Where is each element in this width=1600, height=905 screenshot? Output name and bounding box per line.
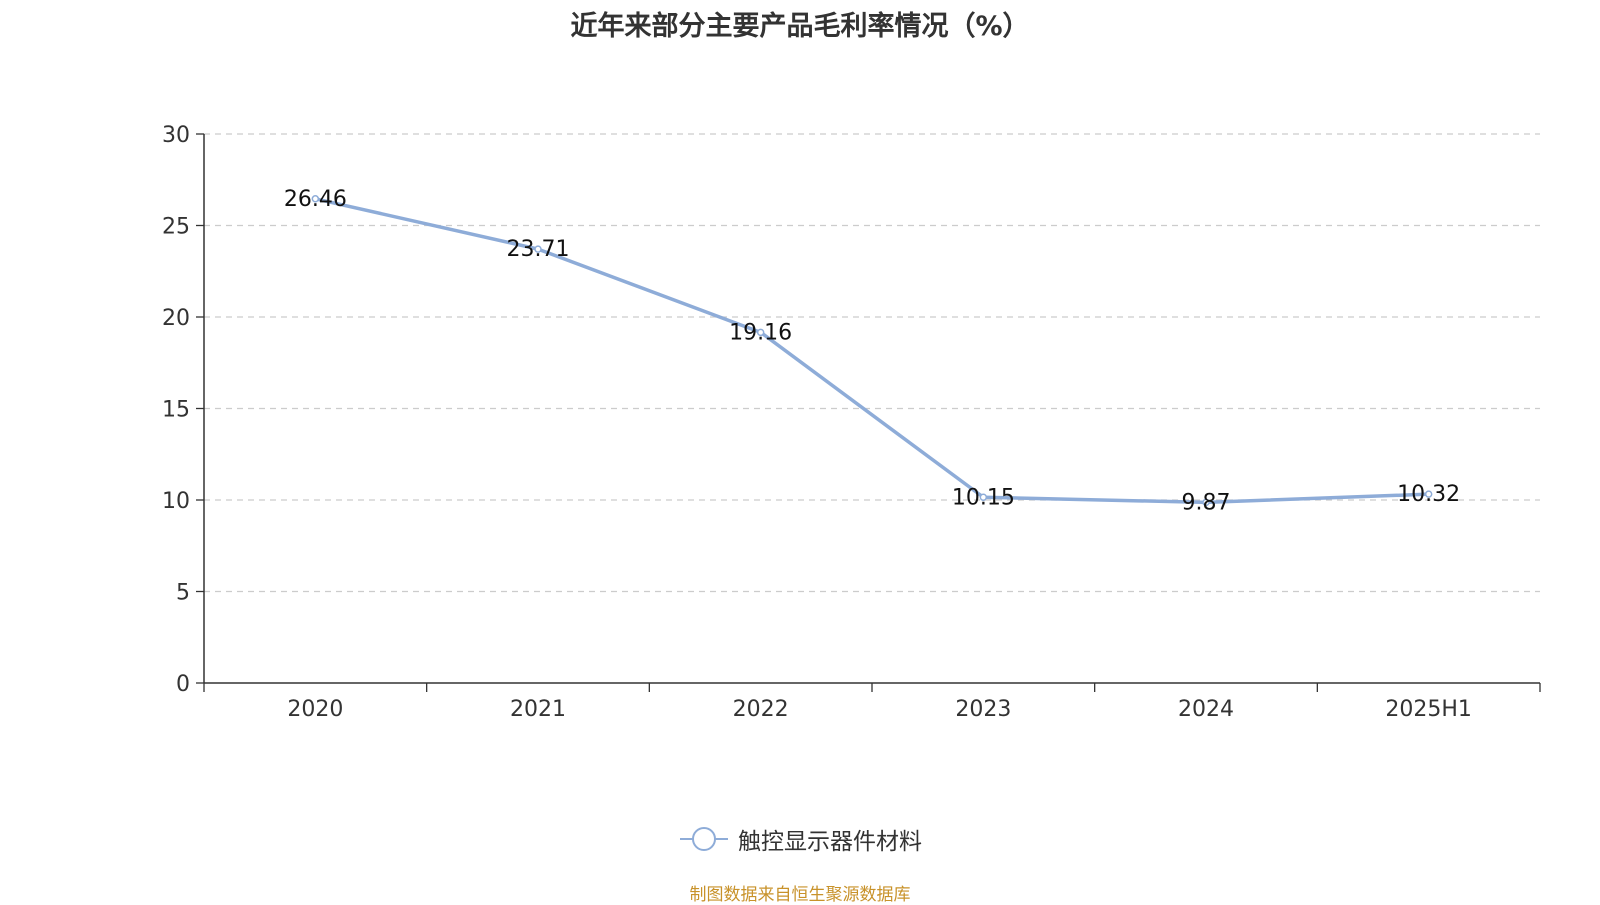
- y-tick-label: 5: [176, 581, 190, 606]
- data-label: 9.87: [1182, 490, 1231, 515]
- series-line: [314, 197, 1429, 505]
- y-tick-label: 0: [176, 672, 190, 697]
- legend[interactable]: 触控显示器件材料: [0, 822, 1600, 856]
- legend-marker-icon: [680, 827, 728, 851]
- axes: 0 5 10 15 20 25 30 2020 2021 2022 2023 2024 2025H1: [162, 123, 1541, 722]
- data-label: 23.71: [507, 237, 570, 262]
- data-point[interactable]: [311, 195, 320, 203]
- data-label: 19.16: [729, 320, 792, 345]
- x-tick-label: 2020: [287, 697, 343, 722]
- x-tick-label: 2025H1: [1385, 697, 1472, 722]
- grid-lines: [204, 133, 1540, 593]
- data-point[interactable]: [979, 493, 988, 502]
- y-tick-label: 30: [162, 123, 190, 148]
- data-point[interactable]: [756, 328, 765, 337]
- data-point[interactable]: [1202, 498, 1210, 507]
- y-tick-label: 25: [162, 215, 190, 240]
- y-tick-label: 20: [162, 306, 190, 331]
- x-tick-label: 2023: [955, 697, 1011, 722]
- data-label: 26.46: [284, 187, 347, 212]
- series: [311, 195, 1433, 507]
- x-tick-label: 2022: [733, 697, 789, 722]
- data-label: 10.15: [952, 485, 1015, 510]
- x-tick-label: 2021: [510, 697, 566, 722]
- y-tick-label: 15: [162, 398, 190, 423]
- chart-title: 近年来部分主要产品毛利率情况（%）: [570, 11, 1030, 42]
- data-point[interactable]: [534, 245, 542, 253]
- data-label: 10.32: [1397, 482, 1460, 507]
- source-note: 制图数据来自恒生聚源数据库: [689, 885, 911, 905]
- x-tick-label: 2024: [1178, 697, 1234, 722]
- legend-label: 触控显示器件材料: [738, 829, 922, 855]
- data-labels: 26.46 23.71 19.16 10.15 9.87 10.32: [284, 187, 1460, 516]
- y-tick-label: 10: [162, 489, 190, 514]
- data-point[interactable]: [1424, 490, 1433, 498]
